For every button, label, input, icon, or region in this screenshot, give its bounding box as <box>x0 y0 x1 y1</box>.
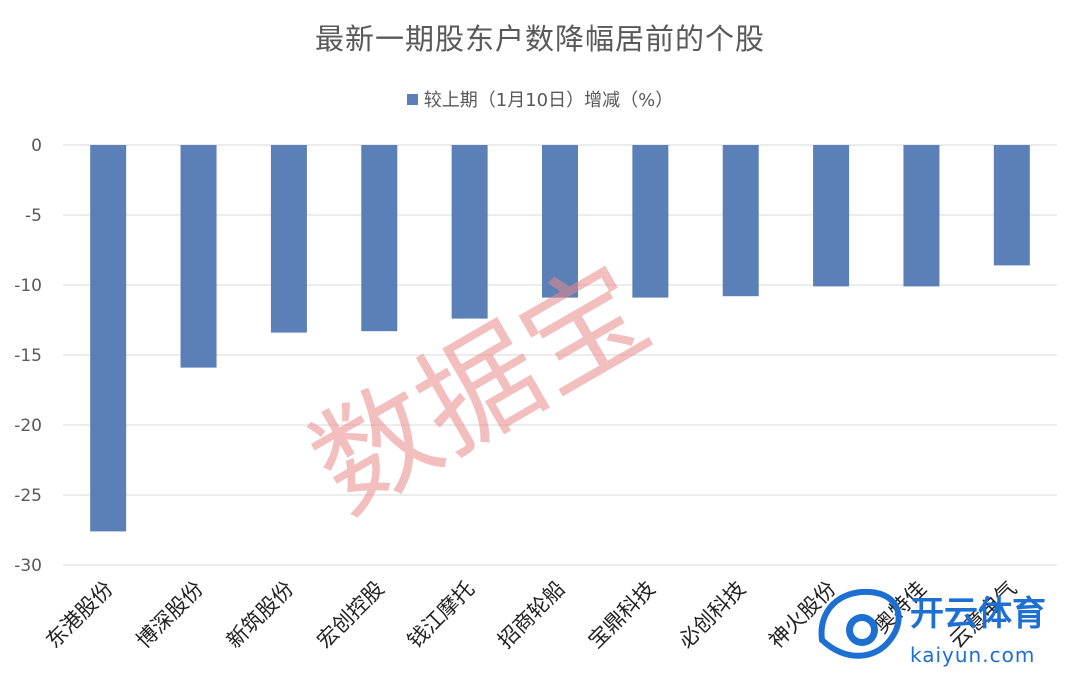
chart-title: 最新一期股东户数降幅居前的个股 <box>314 22 765 56</box>
x-tick-label: 宏创控股 <box>312 577 388 653</box>
x-tick-label: 博深股份 <box>132 577 208 653</box>
x-tick-label: 神火股份 <box>764 577 840 653</box>
y-tick-label: -25 <box>14 486 42 506</box>
bar <box>632 145 669 298</box>
bar <box>90 145 127 532</box>
y-tick-label: -20 <box>14 416 42 436</box>
bar <box>542 145 578 298</box>
bar <box>722 145 759 297</box>
legend-swatch <box>406 94 418 105</box>
y-tick-label: -30 <box>14 556 42 576</box>
bar <box>270 145 307 333</box>
legend: 较上期（1月10日）增减（%） <box>0 86 1080 112</box>
brand-logo: 开云体育 kaiyun.com <box>818 588 1046 667</box>
brand-url: kaiyun.com <box>910 643 1035 667</box>
bar <box>813 145 850 287</box>
x-tick-label: 招商轮船 <box>493 577 569 653</box>
bar <box>903 145 940 287</box>
bar <box>451 145 488 319</box>
x-tick-label: 宝鼎科技 <box>584 577 660 653</box>
x-tick-label: 必创科技 <box>674 577 750 653</box>
x-tick-label: 钱江摩托 <box>403 577 479 653</box>
brand-logo-icon <box>818 588 902 659</box>
y-tick-label: 0 <box>31 136 42 156</box>
bar <box>180 145 217 368</box>
legend-label: 较上期（1月10日）增减（%） <box>423 90 674 111</box>
bar <box>993 145 1030 266</box>
x-axis: 东港股份 博深股份 新筑股份 宏创控股 钱江摩托 招商轮船 宝鼎科技 必创科技 神火股份 奥特佳云… <box>41 577 1021 653</box>
x-tick-label: 新筑股份 <box>222 577 298 653</box>
x-tick-label: 东港股份 <box>41 577 117 653</box>
y-tick-label: -10 <box>14 276 42 296</box>
bar <box>361 145 398 332</box>
y-tick-label: -5 <box>25 206 42 226</box>
y-axis: 0 -5 -10 -15 -20 -25 -30 <box>14 136 42 576</box>
brand-name: 开云体育 <box>910 594 1046 634</box>
bars <box>90 145 1030 532</box>
y-tick-label: -15 <box>14 346 42 366</box>
